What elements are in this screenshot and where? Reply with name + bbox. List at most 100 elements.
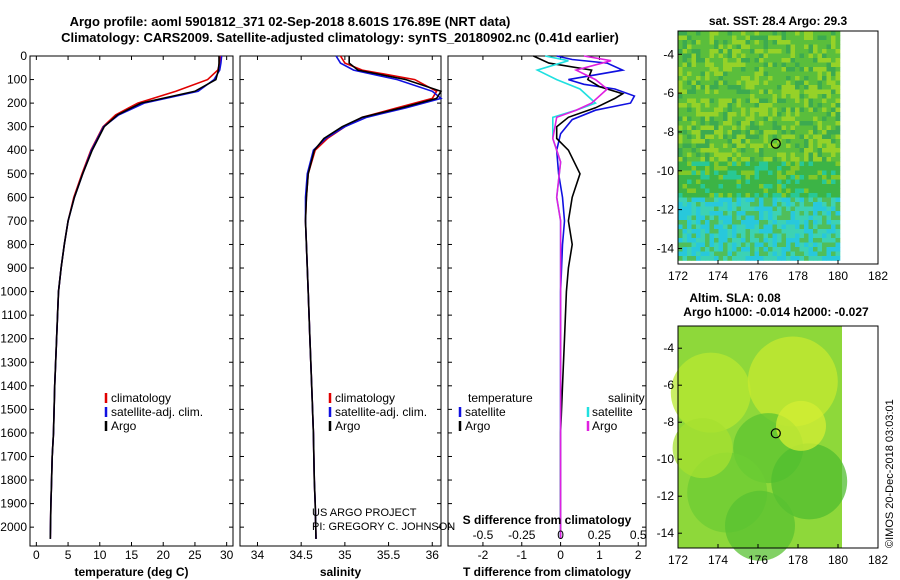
heat-cell <box>718 80 724 86</box>
y-tick-label: -14 <box>657 526 675 540</box>
heat-cell <box>804 58 809 63</box>
heat-cell <box>723 103 728 108</box>
heat-cell <box>826 98 832 104</box>
heat-cell <box>691 40 697 45</box>
heat-cell <box>718 202 724 207</box>
heat-cell <box>700 256 706 261</box>
heat-cell <box>691 139 697 144</box>
heat-cell <box>781 35 787 41</box>
heat-cell <box>678 44 683 50</box>
heat-cell <box>813 103 818 108</box>
heat-cell <box>759 53 764 59</box>
heat-cell <box>687 89 692 95</box>
heat-cell <box>714 157 719 162</box>
heat-cell <box>727 188 733 194</box>
heat-cell <box>808 67 814 72</box>
heat-cell <box>723 166 728 171</box>
heat-cell <box>835 211 841 216</box>
heat-cell <box>714 179 719 185</box>
heat-cell <box>682 220 688 225</box>
heat-cell <box>804 166 809 171</box>
heat-cell <box>700 31 706 36</box>
heat-cell <box>804 170 809 176</box>
heat-cell <box>687 166 692 171</box>
heat-cell <box>745 224 751 230</box>
heat-cell <box>709 229 715 234</box>
heat-cell <box>772 35 778 41</box>
heat-cell <box>768 143 773 149</box>
heat-cell <box>732 251 737 257</box>
heat-cell <box>786 202 791 207</box>
heat-cell <box>790 184 796 189</box>
heat-cell <box>781 139 787 144</box>
heat-cell <box>822 161 827 167</box>
heat-cell <box>790 139 796 144</box>
heat-cell <box>808 211 814 216</box>
x-tick-label: 10 <box>93 548 107 562</box>
heat-cell <box>732 53 737 59</box>
heat-cell <box>759 179 764 185</box>
heat-cell <box>808 71 814 77</box>
heat-cell <box>691 170 697 176</box>
heat-cell <box>723 251 728 257</box>
y-tick-label: 2000 <box>0 520 27 534</box>
heat-cell <box>777 85 782 90</box>
heat-cell <box>709 121 715 126</box>
heat-cell <box>732 125 737 131</box>
heat-cell <box>696 116 701 122</box>
heat-cell <box>763 121 769 126</box>
heat-cell <box>727 148 733 153</box>
heat-cell <box>727 134 733 140</box>
heat-cell <box>732 134 737 140</box>
heat-cell <box>741 143 746 149</box>
heat-cell <box>691 238 697 243</box>
temperature-panel: 0100200300400500600700800900100011001200… <box>0 49 233 579</box>
heat-cell <box>700 89 706 95</box>
heat-cell <box>741 116 746 122</box>
heat-cell <box>790 220 796 225</box>
heat-cell <box>795 197 800 203</box>
heat-cell <box>754 35 760 41</box>
heat-cell <box>831 103 836 108</box>
heat-cell <box>750 116 755 122</box>
heat-cell <box>754 130 760 135</box>
heat-cell <box>759 98 764 104</box>
heat-cell <box>682 152 688 158</box>
heat-cell <box>799 130 805 135</box>
heat-cell <box>754 202 760 207</box>
heat-cell <box>763 175 769 180</box>
heat-cell <box>768 251 773 257</box>
heat-cell <box>808 112 814 117</box>
heat-cell <box>732 139 737 144</box>
heat-cell <box>817 202 823 207</box>
heat-cell <box>741 157 746 162</box>
heat-cell <box>741 229 746 234</box>
heat-cell <box>718 220 724 225</box>
heat-cell <box>808 89 814 95</box>
heat-cell <box>786 238 791 243</box>
heat-cell <box>777 175 782 180</box>
heat-cell <box>799 184 805 189</box>
heat-cell <box>795 44 800 50</box>
heat-cell <box>759 94 764 99</box>
heat-cell <box>745 103 751 108</box>
heat-cell <box>808 62 814 68</box>
heat-cell <box>817 58 823 63</box>
heat-cell <box>682 179 688 185</box>
heat-cell <box>813 58 818 63</box>
heat-cell <box>772 188 778 194</box>
heat-cell <box>754 67 760 72</box>
heat-cell <box>750 94 755 99</box>
heat-cell <box>835 40 841 45</box>
heat-cell <box>714 161 719 167</box>
heat-cell <box>790 188 796 194</box>
heat-cell <box>727 251 733 257</box>
heat-cell <box>768 193 773 198</box>
heat-cell <box>745 242 751 248</box>
heat-cell <box>817 193 823 198</box>
heat-cell <box>718 49 724 54</box>
heat-cell <box>718 215 724 221</box>
heat-cell <box>750 71 755 77</box>
heat-cell <box>678 71 683 77</box>
